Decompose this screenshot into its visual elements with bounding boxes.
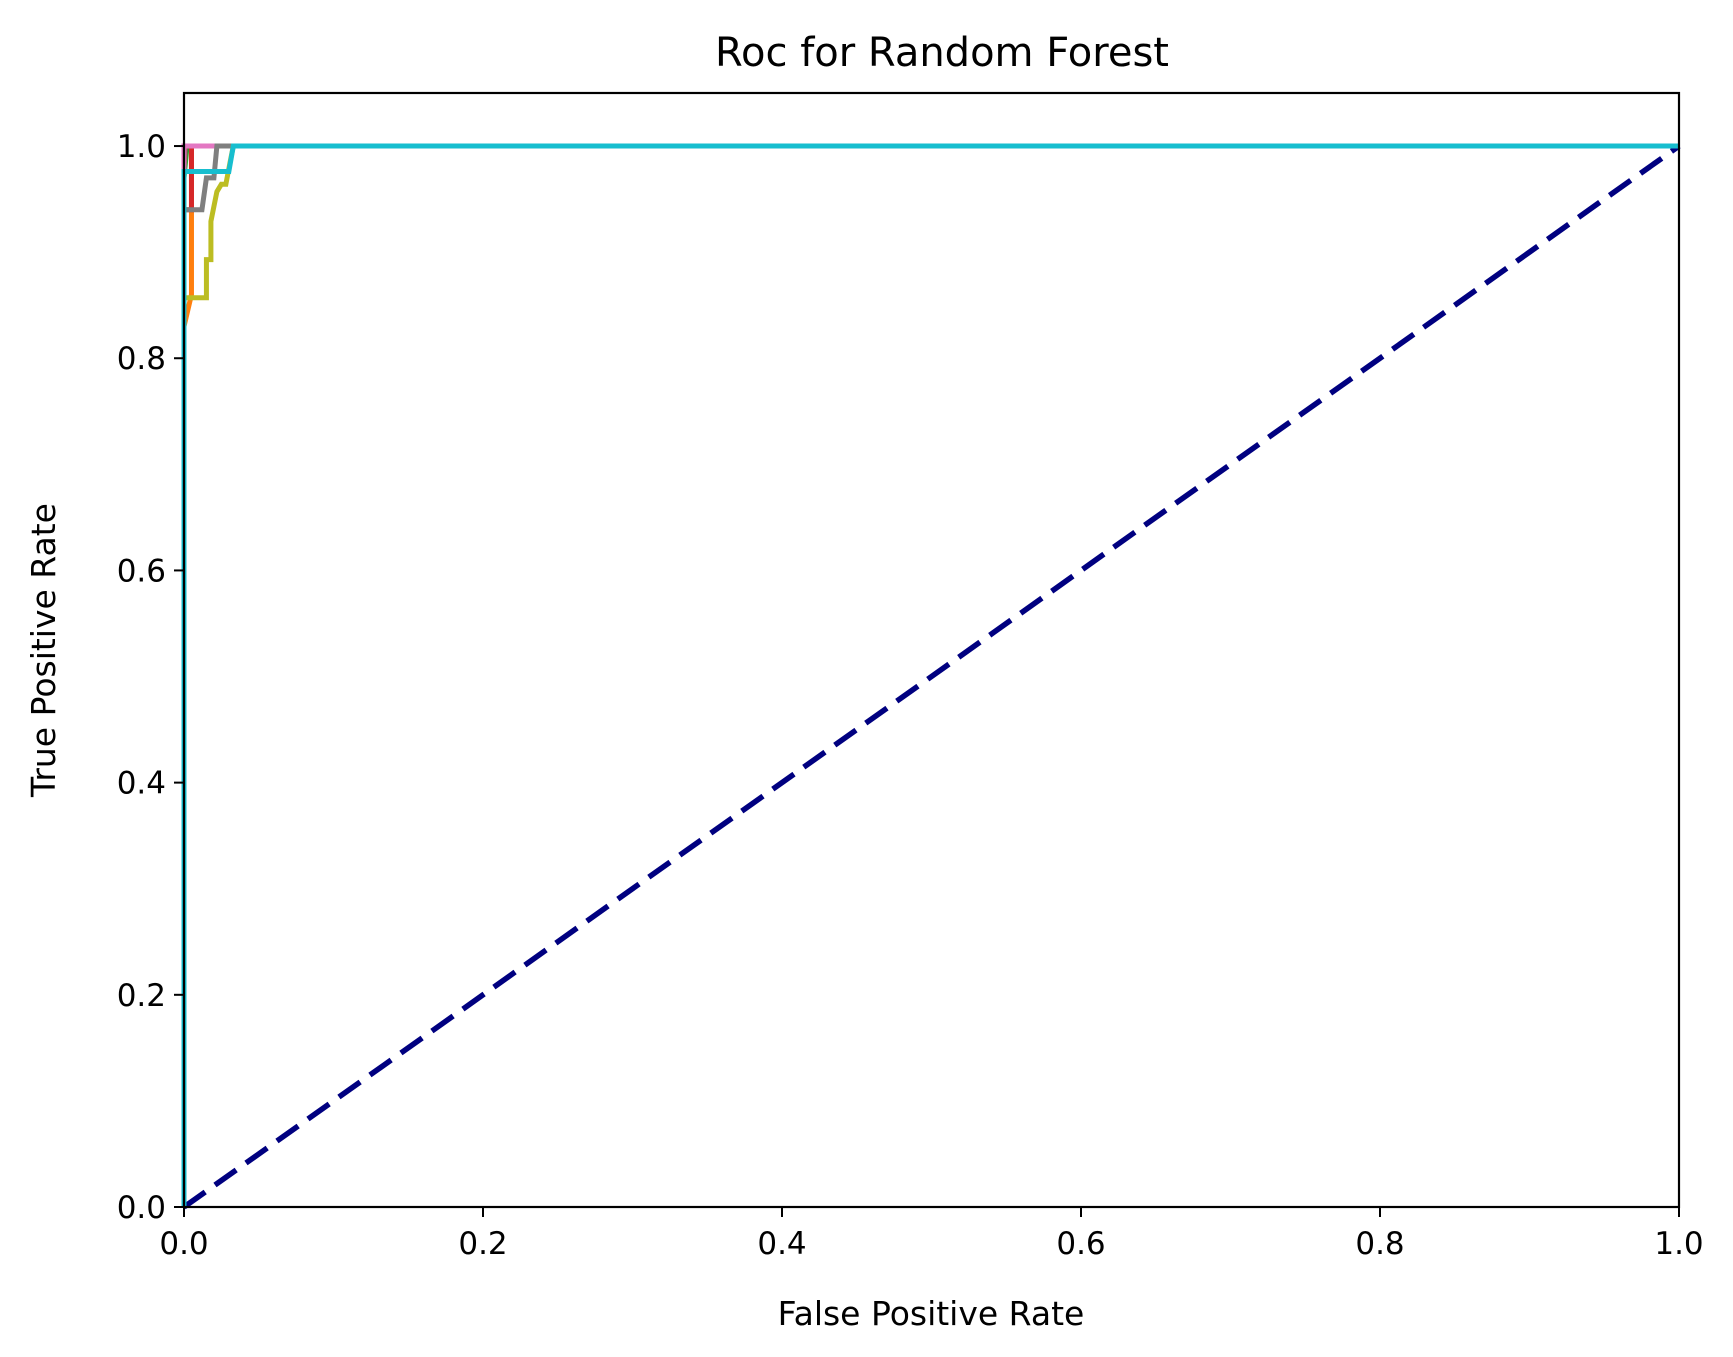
y-tick-label: 1.0 [117,129,166,165]
y-axis-label: True Positive Rate [24,503,63,798]
y-tick-label: 0.8 [117,341,166,377]
chart-title: Roc for Random Forest [715,30,1169,76]
x-axis-label: False Positive Rate [778,1294,1085,1333]
y-tick-label: 0.4 [117,766,166,802]
x-tick-label: 1.0 [1654,1226,1703,1262]
plot-area [181,143,1681,1210]
y-axis: 0.0 0.2 0.4 0.6 0.8 1.0 [117,129,184,1226]
x-tick-label: 0.6 [1056,1226,1105,1262]
plot-frame [182,91,1681,1209]
chance-diagonal-line [182,143,1681,1210]
y-tick-label: 0.6 [117,553,166,589]
y-tick-label: 0.0 [117,1190,166,1226]
x-tick-label: 0.4 [757,1226,806,1262]
x-tick-label: 0.0 [159,1226,208,1262]
x-axis: 0.0 0.2 0.4 0.6 0.8 1.0 [159,1207,1704,1262]
x-tick-label: 0.2 [458,1226,507,1262]
y-tick-label: 0.2 [117,978,166,1014]
x-tick-label: 0.8 [1355,1226,1404,1262]
